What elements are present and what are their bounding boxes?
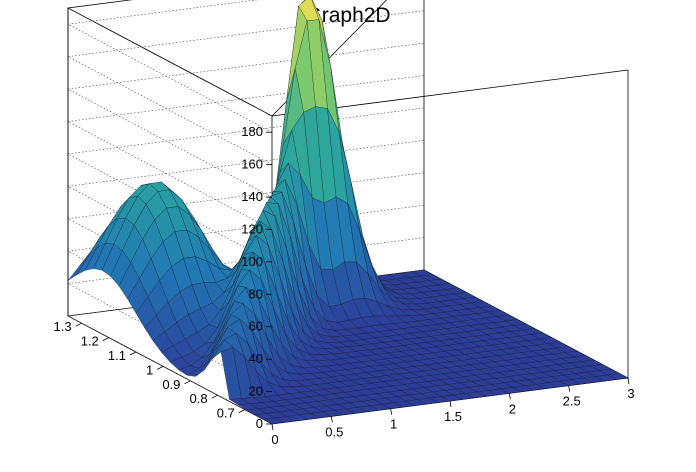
y-tick-label: 0.9 [162, 377, 180, 392]
z-tick-label: 140 [241, 189, 263, 204]
y-tick-label: 1 [146, 362, 153, 377]
x-tick [271, 423, 274, 431]
x-tick [330, 416, 333, 423]
y-tick-label: 0.8 [190, 391, 208, 406]
y-tick-label: 1.1 [108, 348, 126, 363]
z-tick-label: 0 [256, 416, 263, 431]
x-tick [627, 377, 630, 385]
y-tick [102, 337, 109, 341]
chart-title: Graph2D [305, 4, 391, 27]
y-tick [238, 409, 245, 413]
y-tick [184, 380, 191, 385]
x-tick [508, 393, 511, 400]
x-tick-label: 0 [271, 432, 278, 447]
z-tick-label: 160 [241, 157, 263, 172]
x-tick-label: 3 [627, 386, 634, 401]
x-tick [568, 385, 571, 392]
z-tick-label: 100 [241, 254, 263, 269]
y-tick [75, 322, 82, 327]
y-tick-label: 0.7 [217, 406, 235, 421]
y-tick [129, 351, 137, 356]
x-tick-label: 1 [390, 417, 397, 432]
x-tick [449, 400, 452, 408]
z-gridline [67, 42, 425, 198]
z-tick-label: 40 [249, 351, 263, 366]
x-tick-label: 2.5 [563, 394, 581, 409]
z-tick-label: 120 [241, 221, 263, 236]
y-tick [157, 366, 164, 370]
y-tick-label: 1.2 [81, 334, 99, 349]
x-tick-label: 1.5 [444, 409, 462, 424]
z-tick-label: 80 [249, 286, 263, 301]
y-tick [211, 394, 218, 399]
z-tick-label: 180 [241, 124, 263, 139]
z-tick-label: 20 [249, 384, 263, 399]
y-tick-label: 1.3 [54, 319, 72, 334]
x-tick [390, 408, 393, 415]
z-tick-label: 60 [249, 319, 263, 334]
x-tick-label: 0.5 [325, 424, 343, 439]
surface-cell [607, 373, 629, 380]
x-tick-label: 2 [509, 401, 516, 416]
z-gridline [67, 10, 425, 165]
